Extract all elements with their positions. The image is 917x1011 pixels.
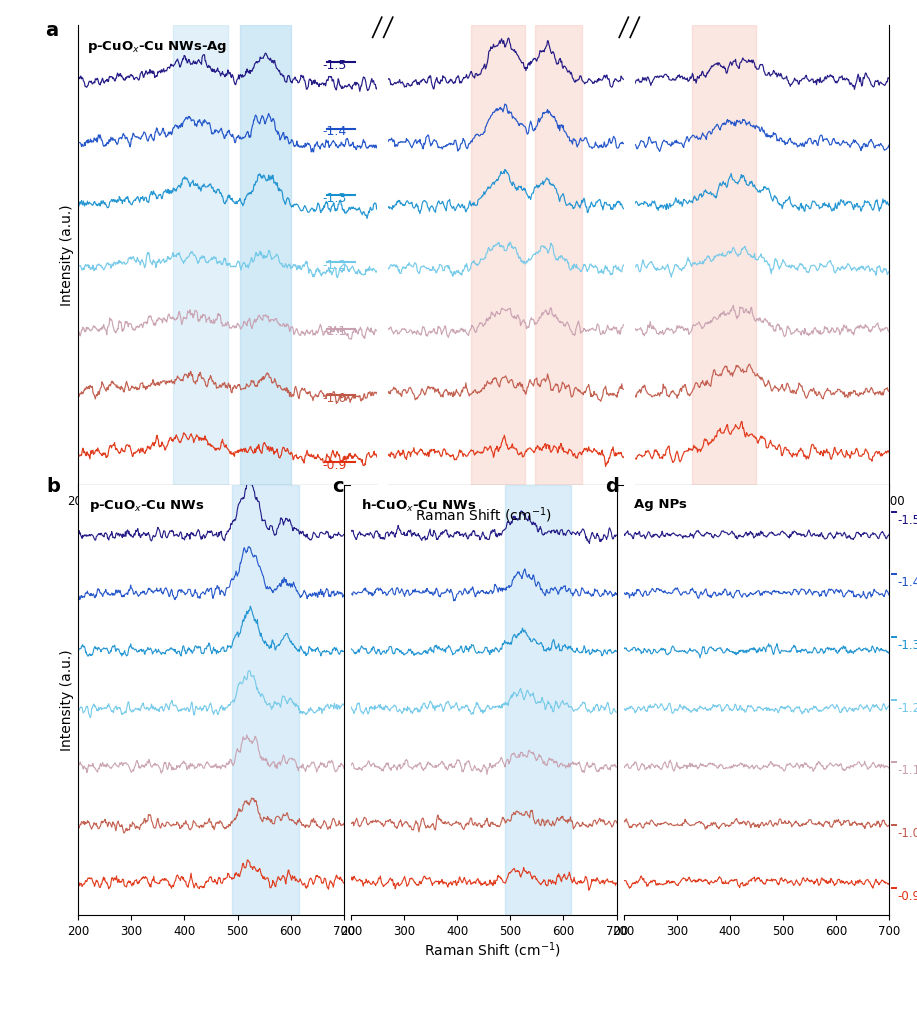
- Text: -0.9: -0.9: [322, 459, 347, 472]
- Text: p-CuO$_x$-Cu NWs-Ag: p-CuO$_x$-Cu NWs-Ag: [87, 39, 227, 55]
- Text: *CO$_L$: *CO$_L$: [676, 527, 705, 542]
- Text: -1.4: -1.4: [898, 576, 917, 589]
- Text: c: c: [332, 477, 344, 495]
- Text: -0.9: -0.9: [898, 890, 917, 903]
- Text: Cu-O$_x$: Cu-O$_x$: [164, 527, 201, 542]
- Text: -1.3: -1.3: [322, 192, 347, 205]
- Text: -1.1: -1.1: [898, 764, 917, 777]
- Text: -1.3: -1.3: [898, 639, 917, 652]
- Text: d: d: [605, 477, 619, 495]
- Text: p-CuO$_x$-Cu NWs: p-CuO$_x$-Cu NWs: [89, 498, 204, 515]
- Text: CO$_3^{2-}$: CO$_3^{2-}$: [530, 527, 562, 547]
- Text: -1.2: -1.2: [322, 259, 347, 272]
- Y-axis label: Intensity (a.u.): Intensity (a.u.): [60, 204, 73, 306]
- Bar: [471, 25, 525, 485]
- Text: -1.1: -1.1: [322, 326, 347, 339]
- Bar: [505, 485, 571, 915]
- Bar: [232, 485, 299, 915]
- Text: Raman Shift (cm$^{-1}$): Raman Shift (cm$^{-1}$): [415, 506, 552, 525]
- Text: Ag NPs: Ag NPs: [635, 498, 687, 512]
- Text: -1.2: -1.2: [898, 702, 917, 715]
- Text: -1.5: -1.5: [322, 59, 347, 72]
- Bar: [692, 25, 756, 485]
- Text: b: b: [46, 477, 60, 495]
- Text: -1.0: -1.0: [322, 392, 347, 405]
- Y-axis label: Intensity (a.u.): Intensity (a.u.): [60, 649, 73, 751]
- Text: -1.4: -1.4: [322, 125, 347, 139]
- Text: -1.0: -1.0: [898, 827, 917, 840]
- Text: -1.5: -1.5: [898, 514, 917, 527]
- Text: Cu-OH$_{ads}$: Cu-OH$_{ads}$: [241, 527, 295, 542]
- Bar: [173, 25, 227, 485]
- Bar: [535, 25, 582, 485]
- Bar: [240, 25, 292, 485]
- Text: HCO$_3^-$: HCO$_3^-$: [458, 527, 493, 543]
- Text: Raman Shift (cm$^{-1}$): Raman Shift (cm$^{-1}$): [425, 940, 561, 959]
- Text: h-CuO$_x$-Cu NWs: h-CuO$_x$-Cu NWs: [361, 498, 477, 515]
- Text: a: a: [45, 20, 58, 39]
